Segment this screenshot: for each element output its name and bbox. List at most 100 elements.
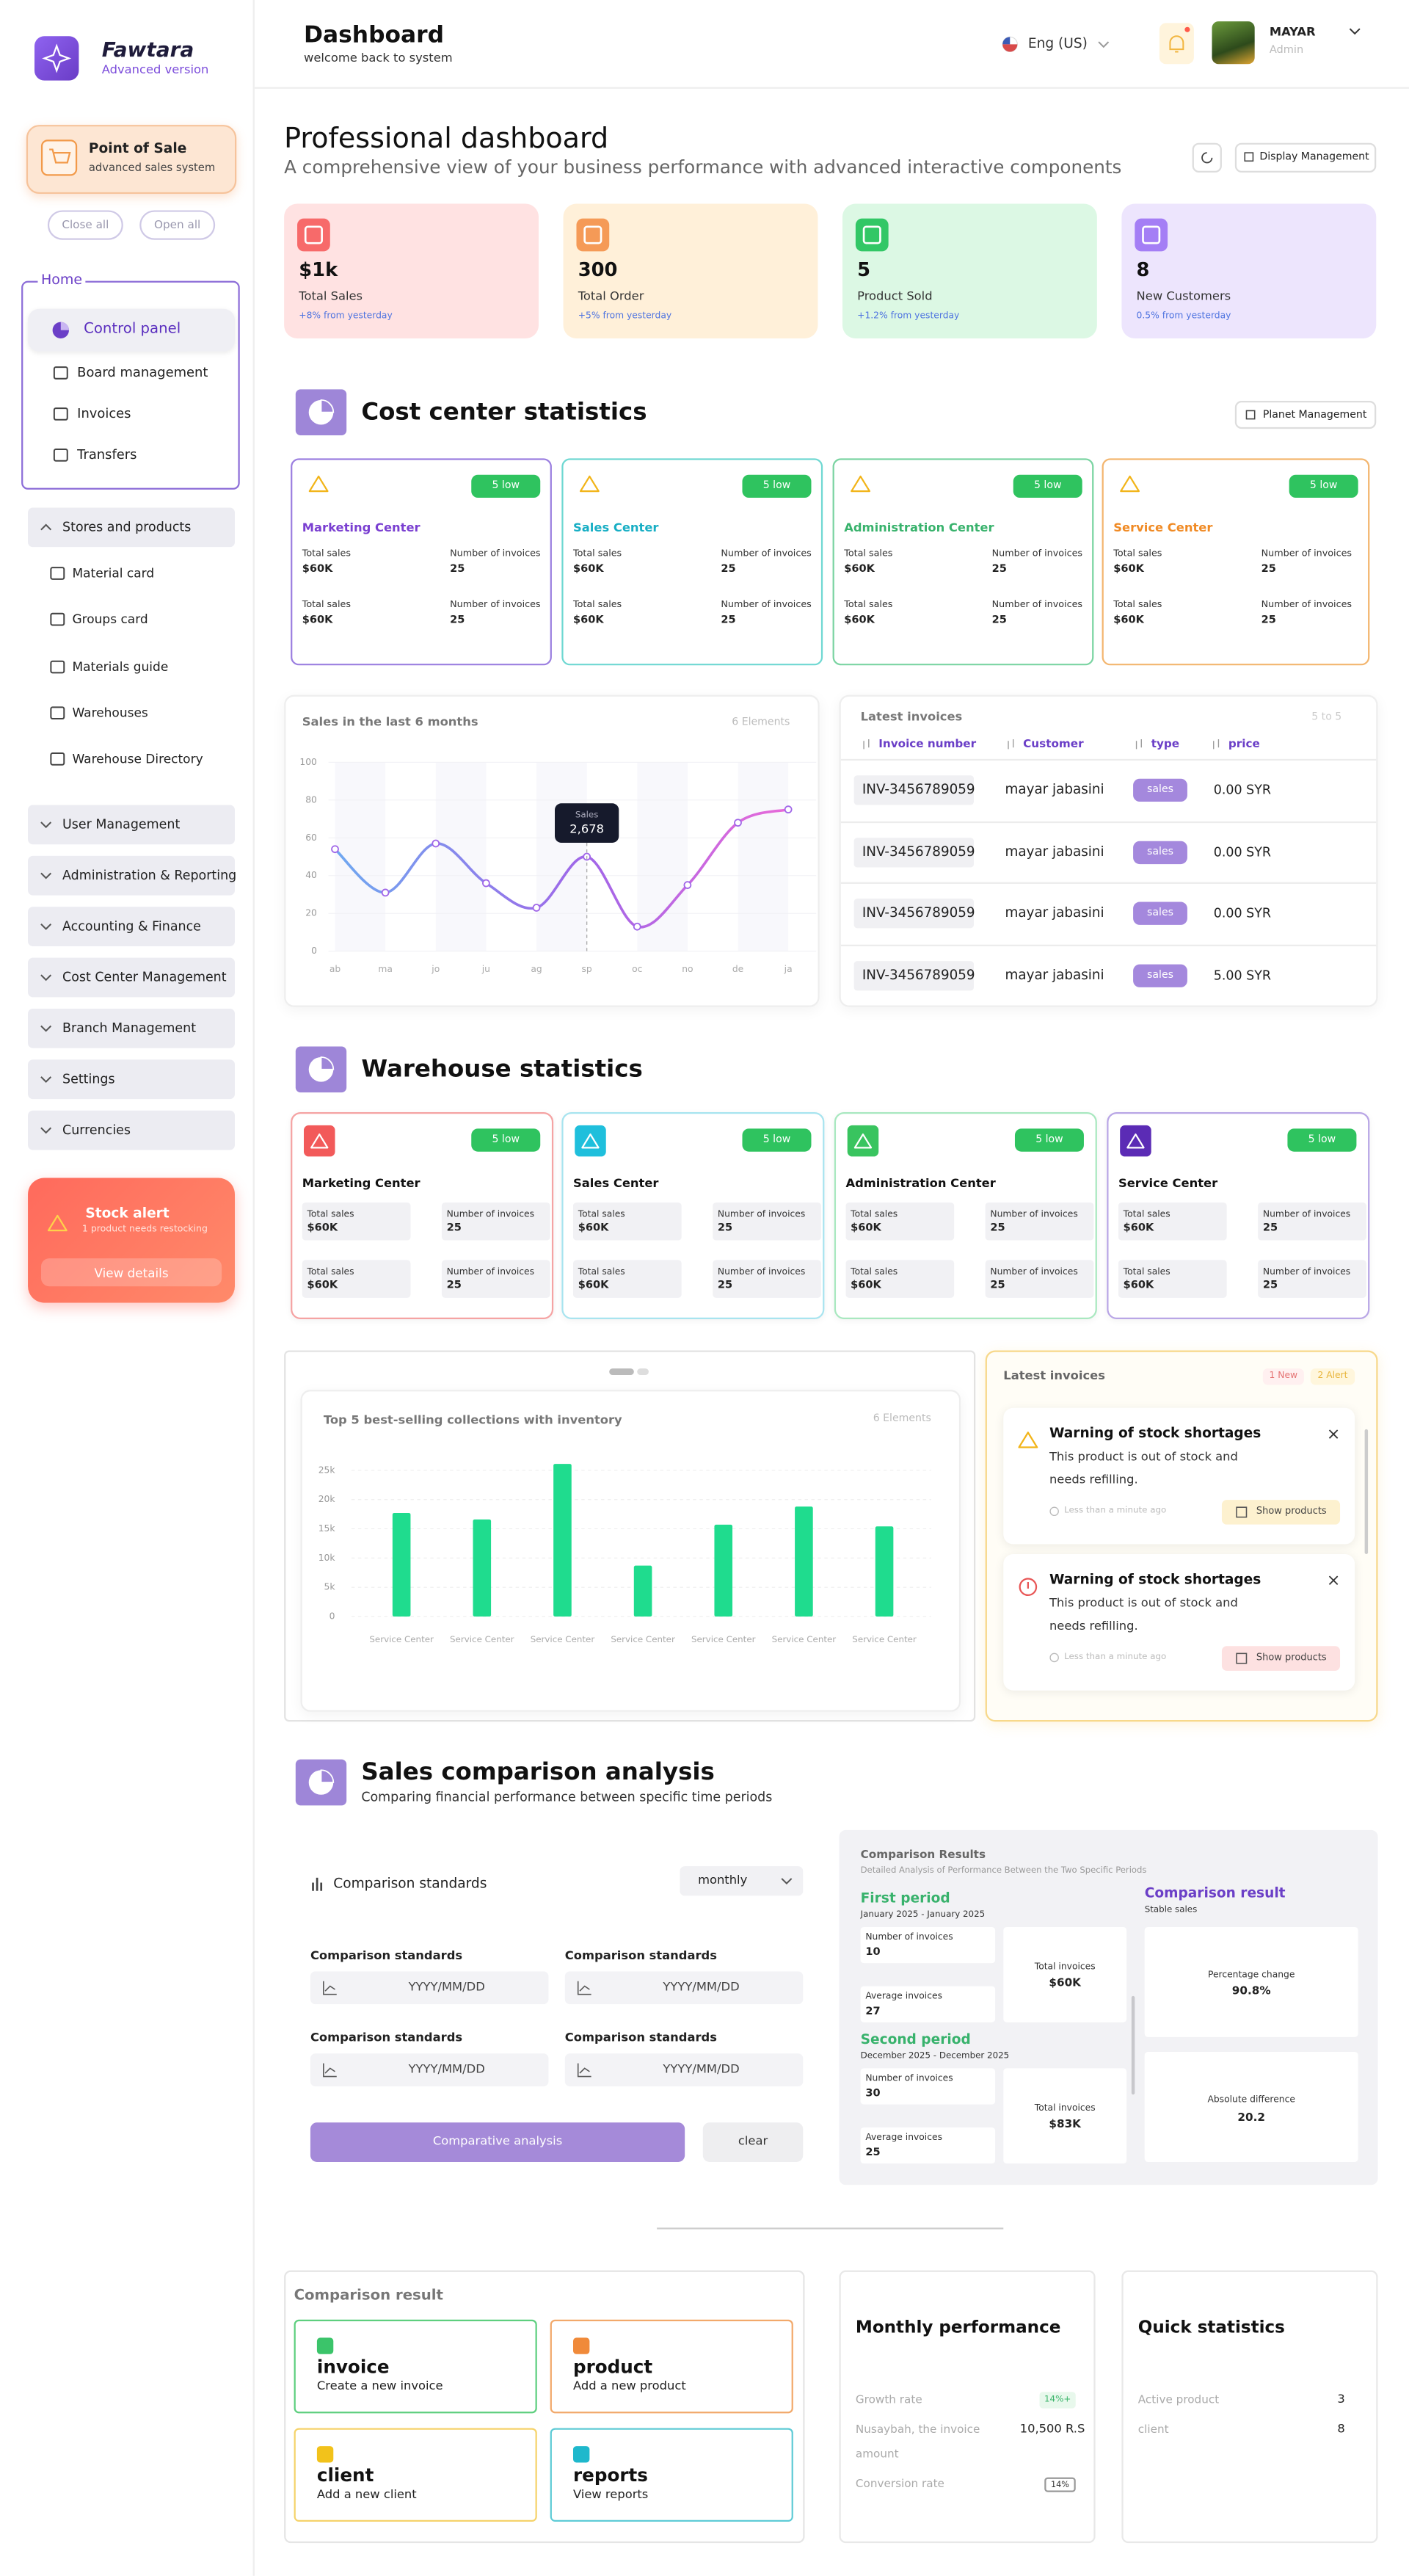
field-label: Comparison standards	[564, 1948, 717, 1963]
menu-item[interactable]	[33, 396, 230, 432]
field-box	[1258, 1260, 1366, 1298]
section-subtitle: Comparing financial performance between …	[361, 1789, 773, 1804]
flag-icon	[1002, 44, 1018, 52]
card-title: Administration Center	[844, 520, 994, 535]
type-badge	[1133, 840, 1187, 864]
field-label: Total sales	[578, 1210, 625, 1221]
field-label: Total sales	[302, 601, 351, 611]
menu-header[interactable]	[28, 805, 236, 845]
close-all-button[interactable]	[47, 210, 123, 240]
user-role: Admin	[1269, 43, 1304, 57]
menu-item-label: Invoices	[77, 406, 131, 421]
section-title: Warehouse statistics	[361, 1056, 643, 1084]
date-input[interactable]	[310, 2053, 549, 2087]
menu-header[interactable]	[28, 855, 236, 896]
pos-title: Point of Sale	[88, 139, 187, 156]
date-input[interactable]	[564, 1971, 804, 2005]
type-label: sales	[1147, 783, 1173, 796]
stat-box	[860, 2068, 996, 2105]
menu-label: Stores and products	[62, 519, 192, 535]
tile-icon	[572, 2446, 590, 2463]
planet-management-button[interactable]	[1234, 401, 1377, 429]
menu-header[interactable]	[28, 1009, 236, 1048]
field-value: 25	[1262, 1220, 1278, 1234]
field-label: Total sales	[844, 601, 893, 611]
date-input[interactable]	[564, 2053, 804, 2087]
pager-dot	[609, 1368, 634, 1376]
menu-header[interactable]	[28, 1059, 236, 1100]
logo	[34, 36, 79, 81]
language-selector[interactable]: Eng (US)	[1027, 35, 1088, 51]
stat-label: Nusaybah, the invoice amount	[855, 2423, 980, 2461]
button-label: clear	[738, 2133, 768, 2149]
refresh-button[interactable]	[1192, 142, 1222, 173]
customer: mayar jabasini	[1005, 965, 1104, 982]
field-label: Comparison standards	[310, 1948, 463, 1963]
field-box	[713, 1260, 821, 1298]
menu-header[interactable]	[28, 1110, 236, 1150]
column-header[interactable]: price	[1228, 737, 1260, 751]
card-title: Quick statistics	[1137, 2318, 1285, 2338]
quick-action-tile[interactable]	[294, 2319, 537, 2414]
field-value: 25	[990, 1220, 1005, 1234]
field-label: Number of invoices	[1262, 1267, 1351, 1278]
badge	[1287, 1128, 1357, 1152]
price: 0.00 SYR	[1213, 906, 1271, 921]
field-box	[302, 1202, 411, 1241]
row-divider	[840, 821, 1377, 824]
menu-header[interactable]	[28, 957, 236, 998]
view-details-button[interactable]	[40, 1258, 222, 1287]
result-box	[1144, 1926, 1358, 2037]
chart-icon	[320, 1882, 323, 1891]
badge-label: 5 low	[1309, 479, 1338, 492]
menu-header[interactable]	[28, 907, 236, 946]
badge-label: 5 low	[1033, 479, 1062, 492]
stat-value: $60K	[1049, 1975, 1081, 1989]
field-box	[713, 1202, 821, 1241]
field-label: Number of invoices	[990, 1210, 1078, 1221]
header-title: Dashboard	[303, 22, 445, 49]
column-header[interactable]: type	[1151, 737, 1180, 751]
tile-text: View reports	[572, 2486, 649, 2502]
clear-button[interactable]	[702, 2122, 804, 2162]
menu-label: Branch Management	[62, 1020, 197, 1036]
column-header[interactable]: Customer	[1023, 737, 1084, 751]
stat-value: 8	[1337, 2420, 1345, 2436]
notification-button[interactable]	[1159, 23, 1194, 65]
analyze-button[interactable]	[310, 2122, 685, 2162]
column-header[interactable]: Invoice number	[878, 737, 977, 751]
badge-label: 5 low	[1035, 1133, 1063, 1146]
date-input[interactable]	[310, 1971, 549, 2005]
field-label: Number of invoices	[1262, 1210, 1351, 1221]
field-value: $60K	[844, 612, 875, 626]
field-box	[572, 1260, 682, 1298]
field-value: $60K	[1113, 562, 1144, 576]
invoice-number: INV-3456789059	[862, 842, 975, 859]
stores-header[interactable]	[28, 507, 236, 548]
field-label: Total sales	[1113, 601, 1162, 611]
badge-label: 1 New	[1269, 1371, 1298, 1382]
user-name: MAYAR	[1269, 23, 1316, 39]
quick-action-tile[interactable]	[550, 2428, 793, 2522]
field-box	[1258, 1202, 1366, 1241]
button-label: Close all	[62, 218, 109, 232]
field-label: Number of invoices	[721, 549, 812, 560]
quick-action-tile[interactable]	[294, 2428, 537, 2522]
button-label: Show products	[1256, 1506, 1327, 1517]
page-subtitle: A comprehensive view of your business pe…	[284, 156, 1122, 178]
input-placeholder: YYYY/MM/DD	[663, 1978, 740, 1994]
quick-action-tile[interactable]	[550, 2319, 793, 2414]
field-value: $60K	[572, 612, 604, 626]
stat-value: 10,500 R.S	[1019, 2420, 1085, 2436]
alert-body: This product is out of stock and needs r…	[1049, 1448, 1238, 1487]
display-management-button[interactable]	[1234, 142, 1377, 173]
quick-stats-card	[1121, 2270, 1378, 2544]
kpi-icon	[297, 218, 330, 252]
field-box	[441, 1202, 550, 1241]
panel-title: Comparison Results	[860, 1848, 986, 1862]
tile-text: Add a new client	[316, 2486, 417, 2502]
field-value: $60K	[1123, 1220, 1154, 1234]
badge	[1289, 474, 1358, 498]
open-all-button[interactable]	[139, 210, 216, 240]
section-title: Cost center statistics	[361, 399, 647, 427]
